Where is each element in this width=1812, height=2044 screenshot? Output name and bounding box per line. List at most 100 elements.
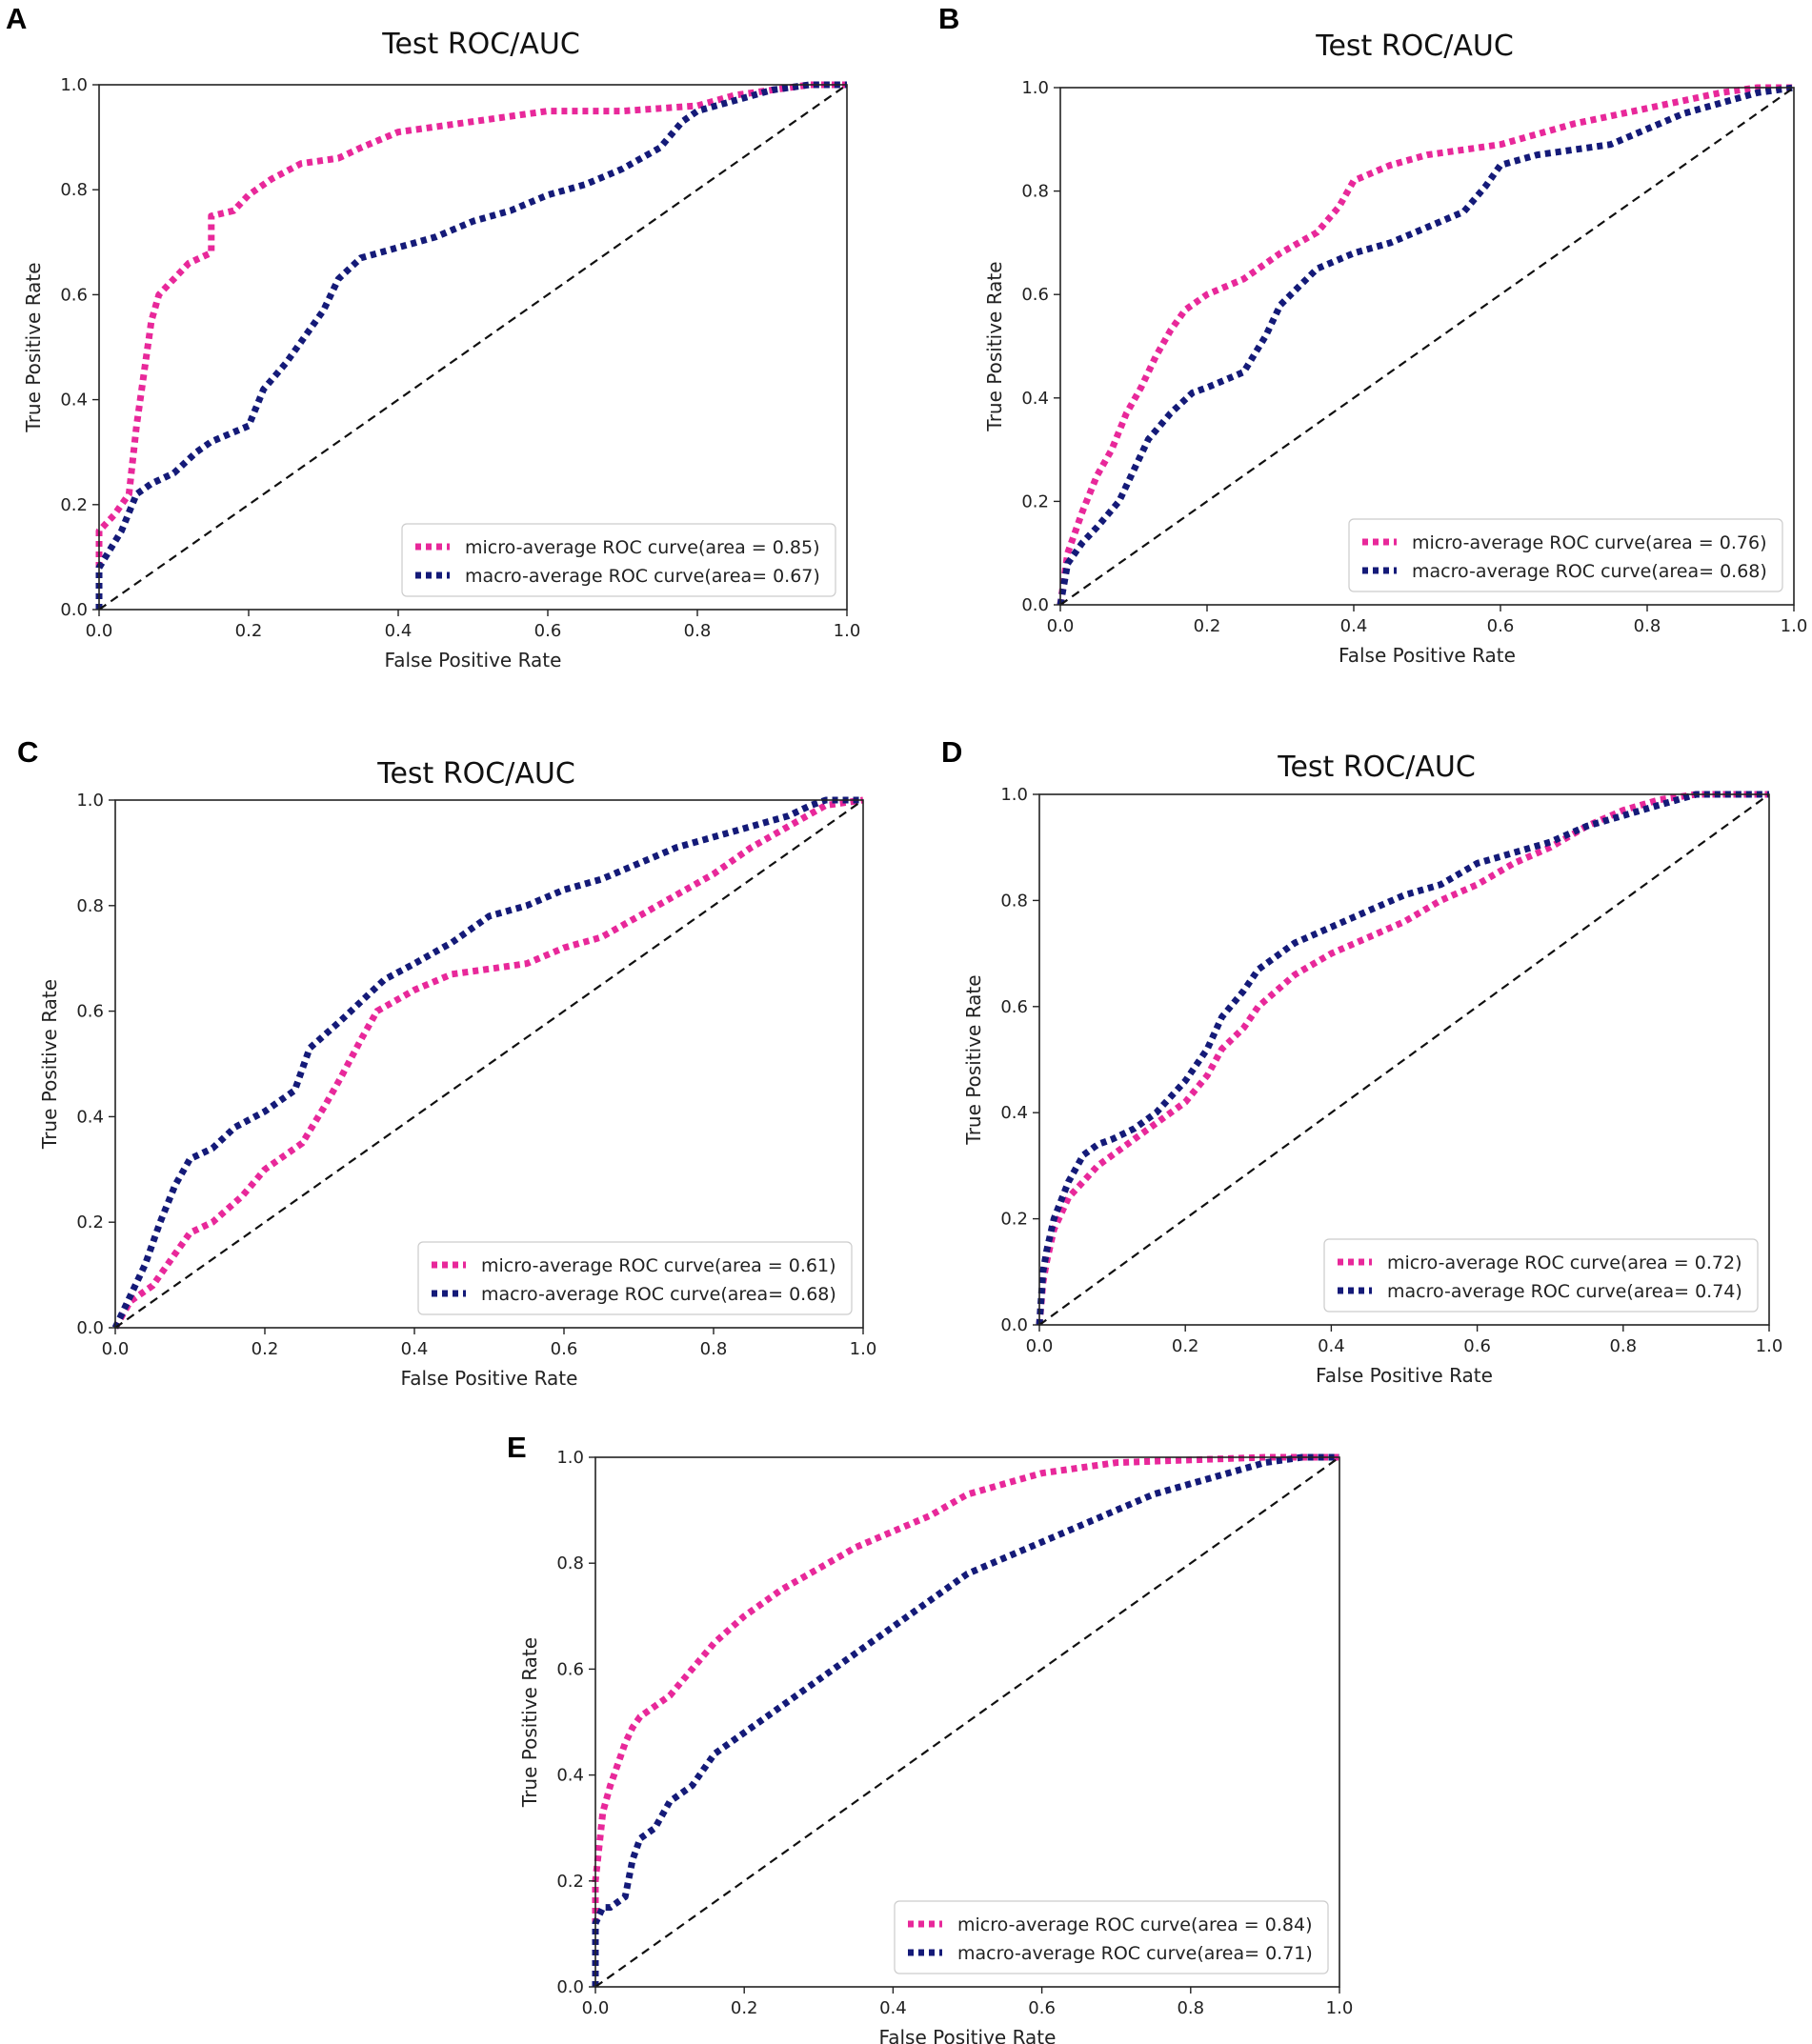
panel-c: C Test ROC/AUC 0.0 0.2 0.4 0.6 0.8 1.0 0.0 0.2 0.4… <box>17 735 876 1390</box>
micro-average-curve <box>1057 84 1794 606</box>
y-tick-label: 0.6 <box>1000 997 1028 1017</box>
y-tick-label: 0.4 <box>1021 389 1049 409</box>
x-tick-label: 1.0 <box>1781 616 1808 636</box>
x-tick-label: 0.6 <box>551 1339 578 1359</box>
panel-letter: C <box>17 735 38 769</box>
y-tick-label: 1.0 <box>1000 785 1028 805</box>
axes-frame <box>594 1456 1340 1988</box>
y-axis-label: True Positive Rate <box>983 261 1006 431</box>
axes-frame <box>1059 87 1795 606</box>
x-tick-label: 0.4 <box>1318 1336 1345 1356</box>
plot-area <box>95 81 848 611</box>
axes-frame <box>98 84 848 611</box>
panel-letter: B <box>938 2 959 35</box>
axes-frame <box>114 799 864 1329</box>
x-tick-label: 0.0 <box>1047 616 1075 636</box>
axes-frame <box>1038 793 1770 1326</box>
y-tick-label: 0.8 <box>1000 891 1028 911</box>
panel-e: E 0.0 0.2 0.4 0.6 0.8 1.0 0.0 0.2 0.4 0.6 0.8 1.0 Fal… <box>507 1431 1353 2044</box>
y-tick-label: 0.6 <box>60 285 88 305</box>
y-tick-label: 0.2 <box>60 495 88 515</box>
y-tick-label: 0.8 <box>76 896 104 916</box>
legend-micro-label: micro-average ROC curve(area = 0.84) <box>957 1914 1312 1935</box>
chart-title: Test ROC/AUC <box>381 28 580 61</box>
panel-letter: A <box>6 2 27 35</box>
macro-average-curve <box>592 1453 1339 1987</box>
x-tick-label: 0.8 <box>684 621 712 641</box>
x-tick-label: 0.2 <box>1194 616 1221 636</box>
y-axis-label: True Positive Rate <box>22 262 45 432</box>
x-tick-label: 0.4 <box>1340 616 1368 636</box>
y-tick-label: 0.4 <box>556 1766 584 1786</box>
legend-box <box>894 1900 1329 1974</box>
x-axis-label: False Positive Rate <box>385 649 562 671</box>
panel-letter: D <box>941 735 962 769</box>
y-tick-label: 0.0 <box>1021 595 1049 615</box>
y-axis-label: True Positive Rate <box>962 974 985 1145</box>
legend-macro-label: macro-average ROC curve(area= 0.67) <box>465 566 820 587</box>
legend-micro-label: micro-average ROC curve(area = 0.76) <box>1412 532 1766 553</box>
legend: micro-average ROC curve(area = 0.76) macr… <box>1348 518 1783 592</box>
panel-b: B Test ROC/AUC 0.0 0.2 0.4 0.6 0.8 1.0 0.0 0.2 0.4… <box>938 2 1807 667</box>
x-axis-label: False Positive Rate <box>1316 1364 1493 1387</box>
chance-diagonal-line <box>594 1456 1340 1988</box>
y-tick-label: 0.8 <box>60 180 88 200</box>
y-tick-label: 0.4 <box>76 1107 104 1127</box>
x-tick-label: 0.0 <box>102 1339 130 1359</box>
y-tick-label: 0.2 <box>1000 1210 1028 1230</box>
x-tick-label: 0.8 <box>700 1339 728 1359</box>
x-tick-label: 0.8 <box>1634 616 1661 636</box>
y-tick-label: 0.0 <box>60 600 88 620</box>
x-tick-label: 0.4 <box>385 621 413 641</box>
legend-macro-label: macro-average ROC curve(area= 0.74) <box>1387 1281 1742 1302</box>
y-axis-label: True Positive Rate <box>38 979 61 1150</box>
x-axis-label: False Positive Rate <box>879 2026 1057 2044</box>
y-tick-label: 0.2 <box>556 1872 584 1892</box>
legend-macro-label: macro-average ROC curve(area= 0.68) <box>1412 561 1767 582</box>
y-tick-label: 1.0 <box>1021 78 1049 98</box>
x-axis-label: False Positive Rate <box>401 1367 578 1390</box>
x-tick-label: 0.8 <box>1609 1336 1637 1356</box>
legend: micro-average ROC curve(area = 0.72) macr… <box>1323 1238 1759 1313</box>
chart-title: Test ROC/AUC <box>376 757 575 791</box>
chance-diagonal-line <box>1059 87 1795 606</box>
x-tick-label: 0.6 <box>1463 1336 1491 1356</box>
x-tick-label: 0.4 <box>401 1339 429 1359</box>
legend-micro-label: micro-average ROC curve(area = 0.61) <box>481 1255 836 1276</box>
y-tick-label: 0.4 <box>60 391 88 411</box>
x-tick-label: 1.0 <box>834 621 861 641</box>
panel-a: A Test ROC/AUC 0.0 0.2 0.4 0.6 0.8 1.0 0.0 0.2 0.4… <box>6 2 860 671</box>
y-tick-label: 0.4 <box>1000 1103 1028 1123</box>
x-tick-label: 0.2 <box>1172 1336 1199 1356</box>
chance-diagonal-line <box>98 84 848 611</box>
chance-diagonal-line <box>114 799 864 1329</box>
micro-average-curve <box>592 1453 1339 1987</box>
y-tick-label: 1.0 <box>556 1448 584 1468</box>
panel-letter: E <box>507 1431 527 1464</box>
macro-average-curve <box>111 796 863 1330</box>
x-tick-label: 0.6 <box>534 621 562 641</box>
y-tick-label: 1.0 <box>60 75 88 95</box>
chart-title: Test ROC/AUC <box>1315 30 1514 63</box>
y-tick-label: 0.8 <box>1021 182 1049 202</box>
y-tick-label: 0.8 <box>556 1553 584 1573</box>
y-tick-label: 0.6 <box>76 1002 104 1022</box>
y-tick-label: 1.0 <box>76 791 104 811</box>
chart-title: Test ROC/AUC <box>1277 751 1476 784</box>
panel-d: D Test ROC/AUC 0.0 0.2 0.4 0.6 0.8 1.0 0.0 0.2 0.4… <box>941 735 1782 1387</box>
micro-average-curve <box>111 796 864 1330</box>
y-tick-label: 0.0 <box>76 1318 104 1338</box>
x-tick-label: 0.8 <box>1177 1998 1204 2018</box>
legend-macro-label: macro-average ROC curve(area= 0.71) <box>957 1943 1313 1964</box>
macro-average-curve <box>1057 84 1795 606</box>
y-tick-label: 0.0 <box>556 1977 584 1997</box>
plot-area <box>111 796 864 1330</box>
y-tick-label: 0.2 <box>1021 491 1049 511</box>
legend-micro-label: micro-average ROC curve(area = 0.72) <box>1387 1252 1742 1273</box>
y-tick-label: 0.2 <box>76 1212 104 1232</box>
legend: micro-average ROC curve(area = 0.84) macr… <box>894 1900 1329 1974</box>
x-axis-label: False Positive Rate <box>1339 644 1516 667</box>
x-tick-label: 1.0 <box>1326 1998 1354 2018</box>
legend-box <box>417 1241 853 1315</box>
y-tick-label: 0.0 <box>1000 1315 1028 1335</box>
